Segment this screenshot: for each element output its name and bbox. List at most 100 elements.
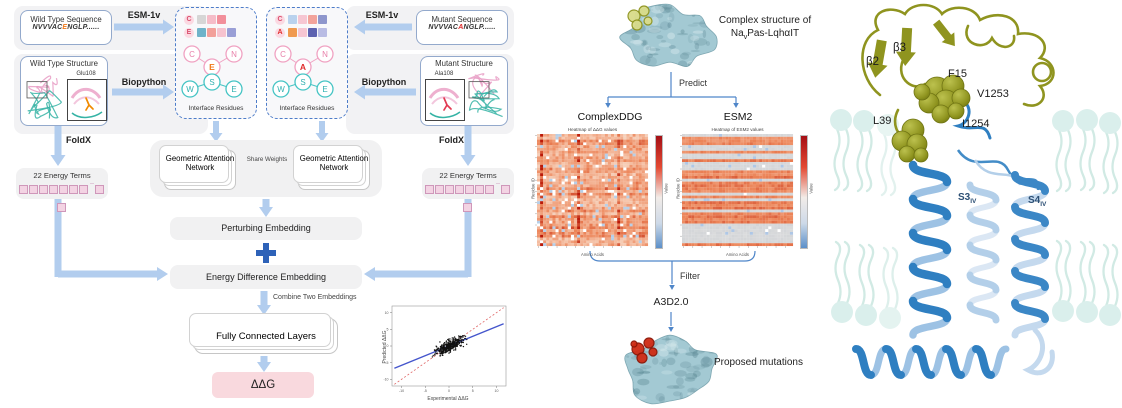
mut-seq-title: Mutant Sequence	[431, 15, 493, 24]
share-weights-label: Share Weights	[246, 156, 288, 163]
ddg-output-box: ΔΔG	[212, 372, 314, 398]
esm1v-label-right: ESM-1v	[365, 10, 399, 20]
esm-likelihood-square	[197, 15, 206, 24]
interface-residues-label-left: Interface Residues	[188, 105, 244, 112]
svg-text:-5: -5	[385, 361, 388, 365]
mut-residue-label: Ala108	[434, 71, 454, 77]
lipid-molecule	[830, 109, 852, 192]
esm-row: E	[184, 26, 237, 39]
combine-embeddings-label: Combine Two Embeddings	[273, 294, 357, 301]
ellipsis: --	[496, 181, 500, 187]
svg-text:E: E	[231, 85, 236, 94]
beta3-label: β3	[893, 42, 907, 54]
svg-text:N: N	[231, 50, 237, 59]
mutant-residue-graph: C A N W S E	[272, 45, 334, 98]
esm-row-letter: C	[184, 14, 194, 25]
svg-text:5: 5	[472, 389, 474, 393]
svg-text:C: C	[280, 50, 286, 59]
predict-label: Predict	[679, 78, 708, 88]
wild-seq-title: Wild Type Sequence	[30, 15, 102, 24]
esm-likelihood-square	[288, 15, 297, 24]
esm-likelihood-square	[308, 28, 317, 37]
esm-likelihood-square	[318, 15, 327, 24]
esm-likelihood-square	[288, 28, 297, 37]
energy-square	[95, 185, 104, 194]
hm1-grid	[535, 134, 649, 248]
lipid-molecule	[1099, 243, 1121, 326]
foldx-label-left: FoldX	[66, 135, 91, 145]
svg-text:-5: -5	[424, 389, 427, 393]
mut-residue-inset	[425, 79, 465, 121]
mut-inset-art	[428, 87, 461, 119]
mutant-sequence-box: Mutant Sequence NVVVACANGLP......	[416, 10, 508, 45]
wild-residue-label: Glu108	[76, 71, 96, 77]
gan-box-right: Geometric Attention Network	[293, 145, 370, 190]
scatter-plot: -10 -5 0 5 10 -10 -5 0 5 10	[383, 305, 507, 393]
a3d-label: A3D2.0	[653, 296, 689, 308]
fully-connected-layers-box: Fully Connected Layers	[189, 313, 338, 354]
svg-text:5: 5	[387, 328, 389, 332]
perturbing-embedding-box: Perturbing Embedding	[170, 217, 362, 240]
lipid-molecule	[855, 243, 877, 326]
filter-label: Filter	[680, 271, 700, 281]
f15-label: F15	[948, 68, 967, 80]
energy-square	[465, 185, 474, 194]
energy-difference-embedding-box: Energy Difference Embedding	[170, 265, 362, 289]
mut-structure-art	[468, 73, 503, 118]
svg-text:E: E	[322, 85, 327, 94]
mut-seq-text: NVVVACANGLP......	[428, 24, 496, 31]
plus-icon	[256, 243, 276, 263]
beta2-label: β2	[866, 56, 880, 68]
residue-node	[316, 45, 334, 63]
wild-struct-title: Wild Type Structure	[30, 59, 98, 68]
wild-seq-text: NVVVACENGLP......	[32, 24, 100, 31]
esm2-label: ESM2	[723, 111, 753, 123]
wild-seq-mut-letter: E	[62, 24, 68, 31]
gan-box-left: Geometric Attention Network	[159, 145, 236, 190]
energy-square	[455, 185, 464, 194]
lipid-molecule	[831, 240, 853, 323]
s3-helix-label: S3IV	[958, 192, 977, 205]
beta-strand-arrows	[867, 19, 955, 78]
s4-helix-label: S4IV	[1028, 195, 1047, 208]
lipid-molecule	[1099, 112, 1121, 195]
lipid-molecule	[1052, 239, 1074, 322]
scatter-xlabel: Experimental ΔΔG	[427, 396, 469, 402]
energy-square	[19, 185, 28, 194]
biopython-label-left: Biopython	[121, 77, 167, 87]
mutant-structure-box: Mutant Structure Ala108	[420, 56, 508, 126]
energy-terms-squares-right: --	[422, 181, 514, 217]
svg-text:S: S	[209, 78, 214, 87]
energy-square	[485, 185, 494, 194]
svg-text:W: W	[277, 85, 285, 94]
hm2-title: Heatmap of ESM2 values	[711, 127, 764, 132]
hm2-colorbar	[800, 135, 808, 249]
esm-likelihood-square	[207, 28, 216, 37]
wild-inset-art	[70, 87, 103, 119]
svg-text:E: E	[209, 62, 215, 72]
esm-likelihood-square	[298, 28, 307, 37]
energy-square	[39, 185, 48, 194]
lipid-molecule	[1076, 109, 1098, 192]
biopython-label-right: Biopython	[361, 77, 407, 87]
lipid-molecule	[1052, 110, 1074, 193]
wild-type-structure-box: Wild Type Structure Glu108	[20, 56, 108, 126]
esm-likelihood-square	[227, 28, 236, 37]
hm1-colorbar	[655, 135, 663, 249]
complex-structure-title: Complex structure of NavPas-LqhαIT	[718, 15, 812, 41]
svg-text:S: S	[300, 78, 305, 87]
i1254-label: I1254	[962, 118, 990, 130]
scatter-panel: -10 -5 0 5 10 -10 -5 0 5 10 Experimental ΔΔG Pred…	[378, 302, 518, 405]
energy-square	[463, 203, 472, 212]
energy-terms-box-right: 22 Energy Terms --	[422, 168, 514, 212]
esm-row: A	[275, 26, 328, 39]
wild-type-sequence-box: Wild Type Sequence NVVVACENGLP......	[20, 10, 112, 45]
residue-node	[316, 80, 334, 98]
